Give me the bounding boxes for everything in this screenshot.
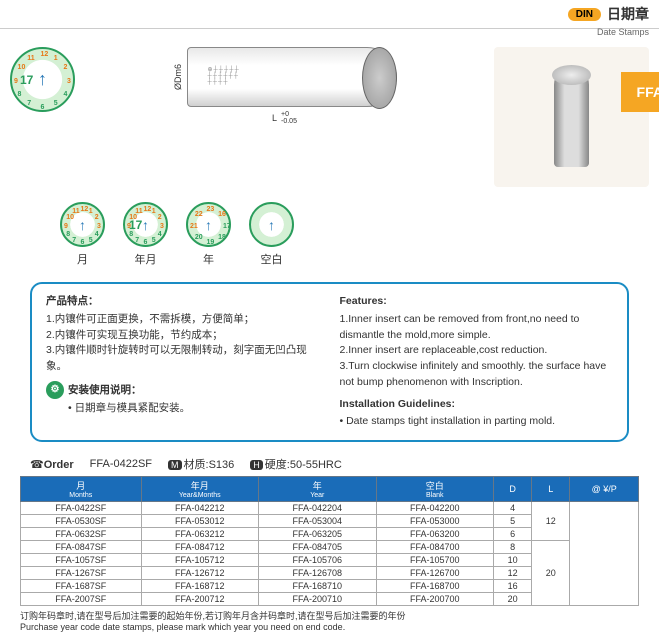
install-cn-title: ⚙安装使用说明： bbox=[46, 381, 320, 399]
order-material: M材质:S136 bbox=[168, 456, 234, 472]
din-badge: DIN bbox=[568, 8, 601, 21]
cylinder-end bbox=[362, 47, 397, 109]
dim-l: L bbox=[272, 113, 277, 123]
arrow-icon: ↑ bbox=[38, 69, 47, 90]
dim-ltol: +0 -0.05 bbox=[281, 111, 297, 125]
dim-d: ØDm6 bbox=[173, 64, 183, 90]
dial-type: ↑12123456789101117 年月 bbox=[123, 202, 168, 267]
install-en-title: Installation Guidelines: bbox=[340, 397, 614, 413]
table-row: FFA-0422SFFFA-042212FFA-042204FFA-042200… bbox=[21, 502, 639, 515]
install-icon: ⚙ bbox=[46, 381, 64, 399]
main-dial: 17 ↑ 121234567891011 bbox=[10, 47, 75, 112]
dial-small: ↑12123456789101117 bbox=[123, 202, 168, 247]
title-en: Date Stamps bbox=[0, 27, 659, 37]
table-header: 年月Year&Months bbox=[141, 477, 259, 502]
header: DIN 日期章 bbox=[0, 0, 659, 29]
order-label: ☎Order bbox=[30, 458, 74, 471]
top-section: 17 ↑ 121234567891011 ØDm6 ⊕┼┼┼┼┼┼┼┼┼┼┼┼┼… bbox=[0, 37, 659, 197]
dial-center: 17 bbox=[20, 73, 33, 87]
title-cn: 日期章 bbox=[607, 4, 649, 24]
feat-cn-title: 产品特点： bbox=[46, 294, 320, 310]
dial-type: ↑121234567891011 月 bbox=[60, 202, 105, 267]
dial-label: 月 bbox=[77, 251, 88, 267]
footnote-cn: 订购年码章时,请在型号后加注需要的起始年份,若订购年月含并码章时,请在型号后加注… bbox=[20, 609, 639, 622]
dial-type: ↑ 空白 bbox=[249, 202, 294, 267]
dial-label: 年 bbox=[203, 251, 214, 267]
install-cn: • 日期章与模具紧配安装。 bbox=[68, 401, 320, 417]
technical-drawing: ØDm6 ⊕┼┼┼┼┼┼┼┼┼┼┼┼┼┼┼ L +0 -0.05 bbox=[85, 47, 484, 125]
table-header: 年Year bbox=[259, 477, 377, 502]
dial-small: ↑ bbox=[249, 202, 294, 247]
table-header: D bbox=[494, 477, 532, 502]
features-en: Features: 1.Inner insert can be removed … bbox=[340, 294, 614, 430]
table-row: FFA-0847SFFFA-084712FFA-084705FFA-084700… bbox=[21, 541, 639, 554]
spec-table: 月Months年月Year&Months年Year空白BlankDL@ ¥/P … bbox=[20, 476, 639, 606]
feat-en-title: Features: bbox=[340, 294, 614, 310]
dial-types-row: ↑121234567891011 月 ↑12123456789101117 年月 ↑23… bbox=[0, 197, 659, 272]
order-example: FFA-0422SF bbox=[90, 458, 152, 470]
table-header: @ ¥/P bbox=[570, 477, 639, 502]
order-row: ☎Order FFA-0422SF M材质:S136 H硬度:50-55HRC bbox=[0, 452, 659, 476]
table-header: 空白Blank bbox=[376, 477, 494, 502]
footnote: 订购年码章时,请在型号后加注需要的起始年份,若订购年月含并码章时,请在型号后加注… bbox=[0, 606, 659, 635]
dial-label: 空白 bbox=[261, 251, 283, 267]
table-header: L bbox=[532, 477, 570, 502]
features-box: 产品特点： 1.内镶件可正面更换，不需拆模，方便简单；2.内镶件可实现互换功能，… bbox=[30, 282, 629, 442]
table-header: 月Months bbox=[21, 477, 142, 502]
ffa-badge: FFA bbox=[621, 72, 659, 112]
pin-render bbox=[554, 67, 589, 167]
dial-small: ↑2316171819202122 bbox=[186, 202, 231, 247]
footnote-en: Purchase year code date stamps, please m… bbox=[20, 622, 639, 632]
install-en: • Date stamps tight installation in part… bbox=[340, 414, 614, 430]
features-cn: 产品特点： 1.内镶件可正面更换，不需拆模，方便简单；2.内镶件可实现互换功能，… bbox=[46, 294, 320, 430]
dial-label: 年月 bbox=[135, 251, 157, 267]
dial-type: ↑2316171819202122 年 bbox=[186, 202, 231, 267]
cylinder-drawing: ⊕┼┼┼┼┼┼┼┼┼┼┼┼┼┼┼ bbox=[187, 47, 397, 107]
dial-small: ↑121234567891011 bbox=[60, 202, 105, 247]
order-hardness: H硬度:50-55HRC bbox=[250, 456, 342, 472]
product-photo: FFA bbox=[494, 47, 649, 187]
